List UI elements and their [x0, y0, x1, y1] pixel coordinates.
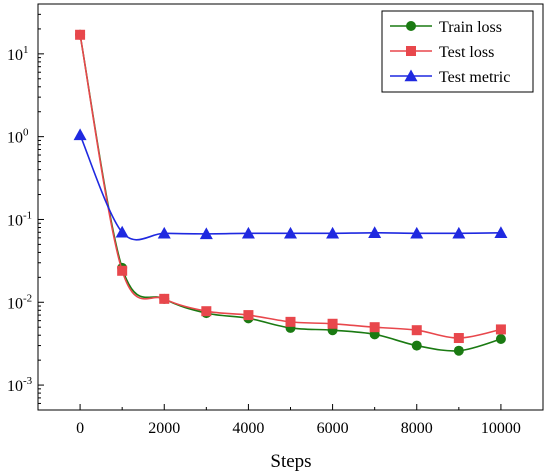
data-point: [199, 227, 213, 240]
x-tick-label: 8000: [401, 420, 433, 437]
x-axis: 0 2000 4000 6000 8000 10000: [37, 404, 544, 437]
x-tick-label: 10000: [481, 420, 521, 437]
data-point: [327, 318, 338, 329]
y-tick-label: 100: [7, 127, 29, 147]
legend-item: Train loss: [390, 19, 502, 36]
data-point: [115, 225, 129, 238]
y-tick-label: 10-2: [7, 292, 32, 312]
data-point: [369, 322, 380, 333]
legend-marker: [406, 21, 416, 31]
legend-marker: [406, 46, 416, 56]
x-tick-label: 0: [76, 420, 84, 437]
legend-label: Test metric: [439, 69, 510, 86]
data-point: [201, 306, 212, 317]
data-point: [284, 226, 297, 239]
legend-item: Test metric: [390, 69, 510, 86]
data-point: [494, 226, 508, 239]
series-line: [79, 134, 501, 241]
data-point: [159, 293, 170, 304]
legend-label: Test loss: [439, 44, 494, 61]
data-point: [157, 226, 171, 239]
x-axis-title: Steps: [270, 451, 311, 472]
series-test-metric: [73, 128, 508, 241]
data-point: [411, 325, 422, 336]
data-point: [453, 333, 464, 344]
data-point: [495, 324, 506, 335]
data-point: [453, 345, 464, 356]
legend: Train loss Test loss Test metric: [381, 10, 534, 93]
data-point: [368, 226, 382, 239]
y-tick-label: 10-3: [7, 375, 33, 395]
data-point: [75, 29, 86, 40]
legend-item: Test loss: [390, 44, 494, 61]
data-point: [495, 334, 506, 345]
y-tick-label: 10-1: [7, 209, 32, 229]
legend-label: Train loss: [439, 19, 502, 36]
data-point: [285, 316, 296, 327]
legend-marker: [404, 69, 418, 82]
x-tick-label: 4000: [232, 420, 264, 437]
x-tick-label: 2000: [148, 420, 180, 437]
data-point: [117, 265, 128, 276]
data-point: [452, 226, 466, 239]
data-point: [326, 226, 340, 239]
data-point: [410, 226, 424, 239]
data-point: [241, 226, 255, 239]
plot-area: [73, 29, 508, 356]
series-test-loss: [75, 29, 506, 344]
y-axis: 10-3 10-2 10-1 100 101: [7, 3, 44, 411]
data-point: [73, 128, 87, 141]
y-tick-label: 101: [7, 44, 29, 64]
data-point: [243, 310, 254, 321]
data-point: [411, 340, 422, 351]
x-tick-label: 6000: [317, 420, 349, 437]
